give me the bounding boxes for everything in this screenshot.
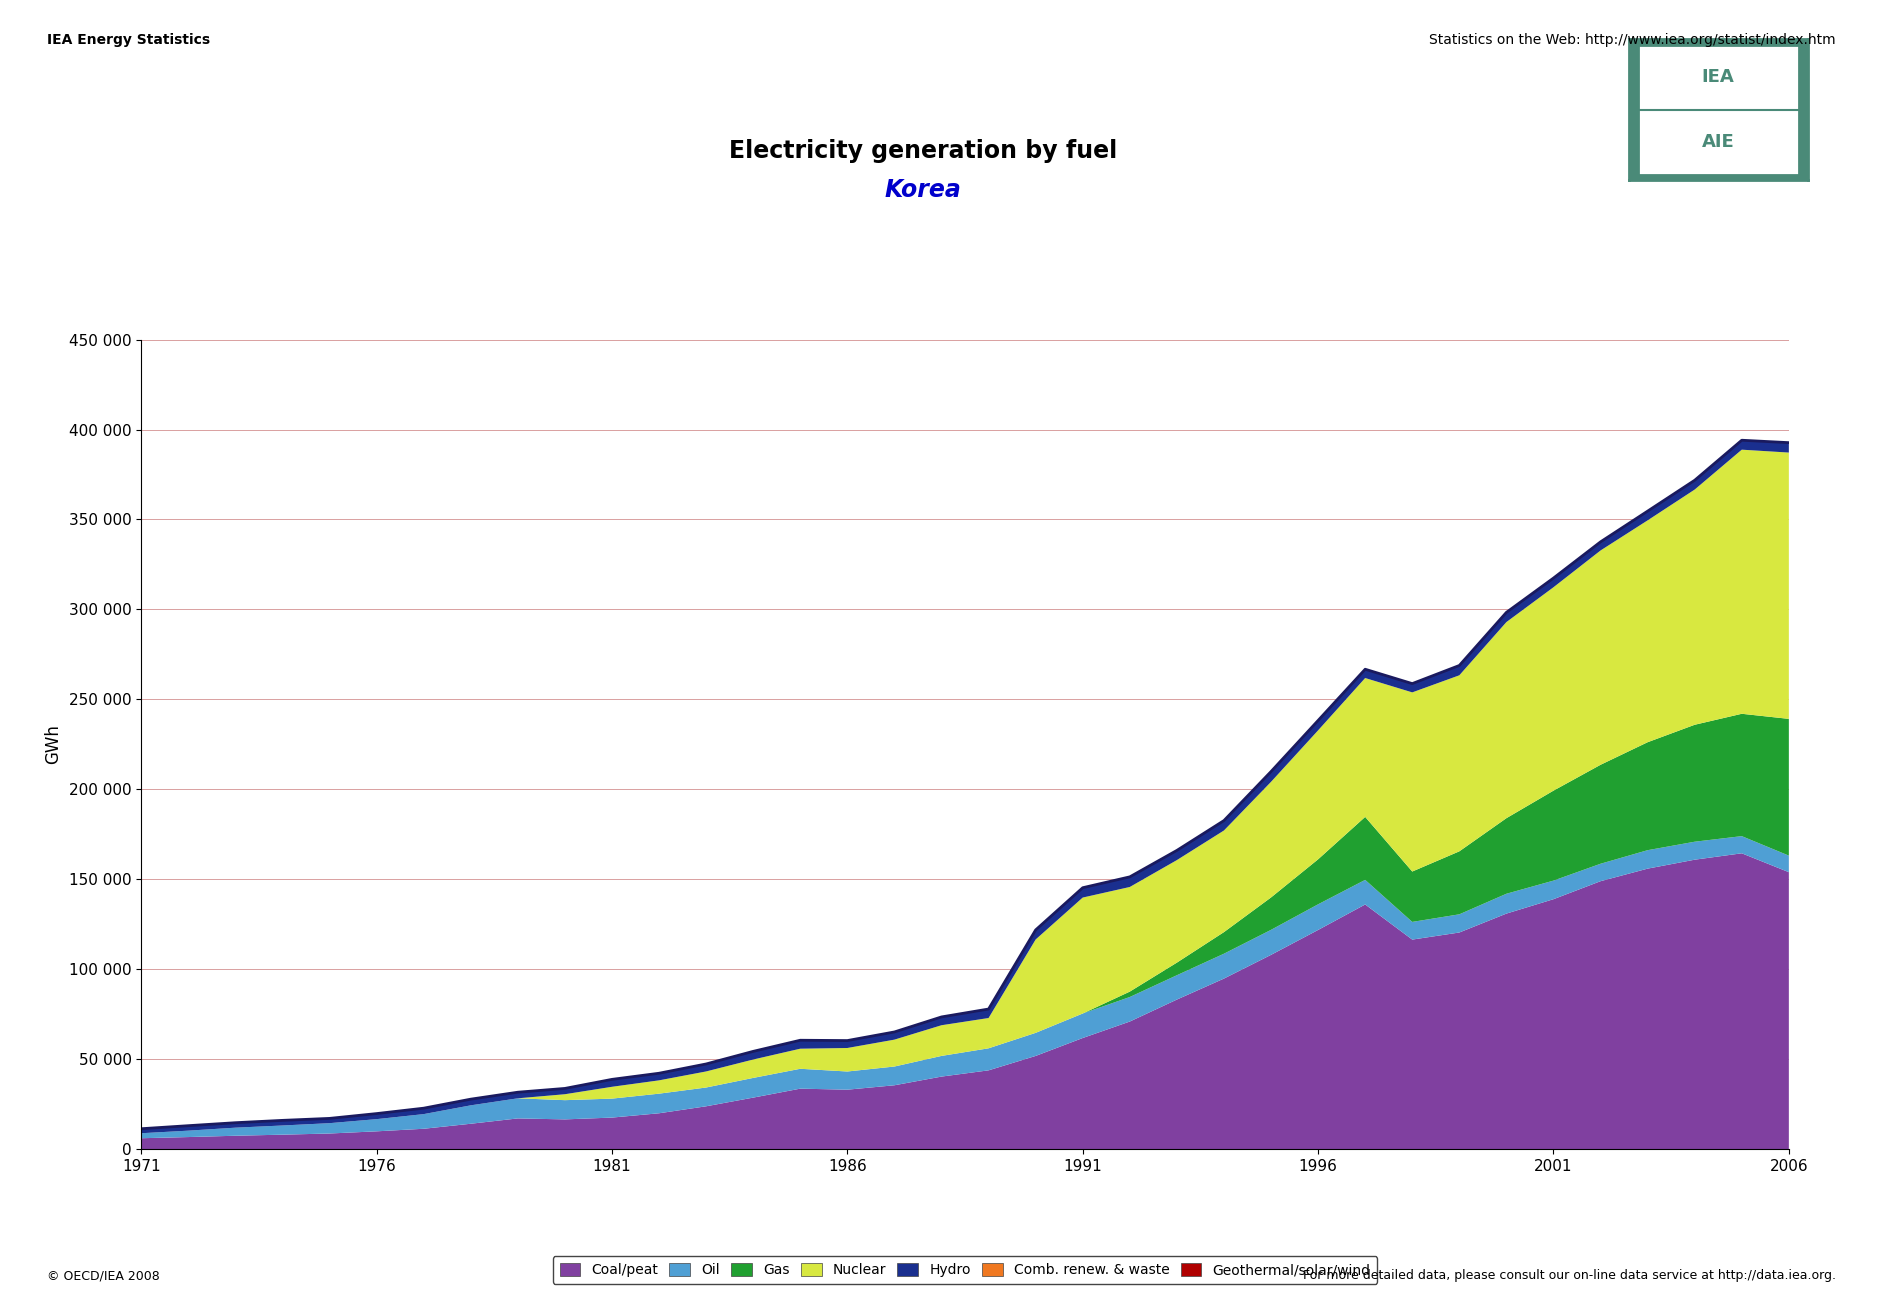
Text: Korea: Korea bbox=[885, 179, 960, 202]
Text: Electricity generation by fuel: Electricity generation by fuel bbox=[728, 140, 1116, 163]
Y-axis label: GWh: GWh bbox=[43, 725, 62, 764]
Text: For more detailed data, please consult our on-line data service at http://data.i: For more detailed data, please consult o… bbox=[1302, 1269, 1835, 1282]
Text: IEA Energy Statistics: IEA Energy Statistics bbox=[47, 33, 211, 47]
Text: AIE: AIE bbox=[1701, 133, 1733, 151]
FancyBboxPatch shape bbox=[1637, 44, 1797, 175]
Text: © OECD/IEA 2008: © OECD/IEA 2008 bbox=[47, 1269, 160, 1282]
Text: IEA: IEA bbox=[1701, 68, 1733, 86]
Text: Statistics on the Web: http://www.iea.org/statist/index.htm: Statistics on the Web: http://www.iea.or… bbox=[1428, 33, 1835, 47]
Legend: Coal/peat, Oil, Gas, Nuclear, Hydro, Comb. renew. & waste, Geothermal/solar/wind: Coal/peat, Oil, Gas, Nuclear, Hydro, Com… bbox=[551, 1256, 1378, 1284]
